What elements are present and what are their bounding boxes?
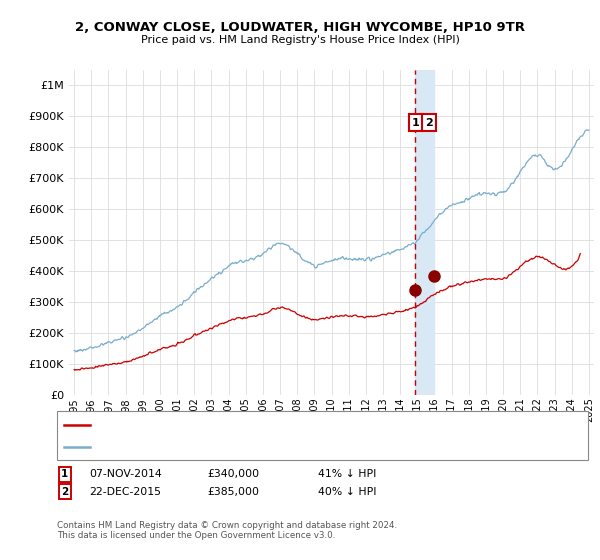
Text: 22-DEC-2015: 22-DEC-2015 [89, 487, 161, 497]
Text: 40% ↓ HPI: 40% ↓ HPI [318, 487, 377, 497]
Text: 1: 1 [412, 118, 419, 128]
Bar [415, 70, 434, 395]
Text: 2, CONWAY CLOSE, LOUDWATER, HIGH WYCOMBE, HP10 9TR: 2, CONWAY CLOSE, LOUDWATER, HIGH WYCOMBE… [75, 21, 525, 34]
Text: £340,000: £340,000 [207, 469, 259, 479]
Text: Contains HM Land Registry data © Crown copyright and database right 2024.
This d: Contains HM Land Registry data © Crown c… [57, 521, 397, 540]
Text: £385,000: £385,000 [207, 487, 259, 497]
Text: 2: 2 [425, 118, 433, 128]
Text: 07-NOV-2014: 07-NOV-2014 [89, 469, 161, 479]
Text: HPI: Average price, detached house, Buckinghamshire: HPI: Average price, detached house, Buck… [95, 441, 361, 451]
Text: 2, CONWAY CLOSE, LOUDWATER, HIGH WYCOMBE, HP10 9TR (detached house): 2, CONWAY CLOSE, LOUDWATER, HIGH WYCOMBE… [95, 420, 481, 430]
Text: 41% ↓ HPI: 41% ↓ HPI [318, 469, 376, 479]
Text: 1: 1 [61, 469, 68, 479]
Text: 2: 2 [61, 487, 68, 497]
Text: Price paid vs. HM Land Registry's House Price Index (HPI): Price paid vs. HM Land Registry's House … [140, 35, 460, 45]
